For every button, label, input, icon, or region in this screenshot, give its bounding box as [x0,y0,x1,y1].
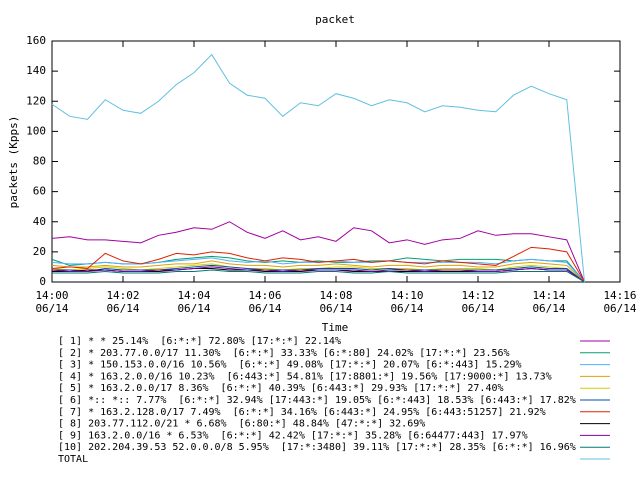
x-tick-label-line: 06/14 [248,302,281,315]
y-tick-label: 20 [33,245,46,258]
x-tick-label: 14:14 06/14 [532,289,565,315]
x-tick-label-line: 14:02 [106,289,139,302]
y-tick-label: 60 [33,185,46,198]
x-tick-label-line: 14:16 [603,289,636,302]
x-tick-label-line: 06/14 [106,302,139,315]
x-tick-label-line: 14:10 [390,289,423,302]
legend-label: [ 9] 163.2.0.0/16 * 6.53% [6:*:*] 42.42%… [58,430,528,441]
legend-label: [ 2] * 203.77.0.0/17 11.30% [6:*:*] 33.3… [58,348,510,359]
x-axis-label: Time [322,321,349,334]
x-tick-label: 14:00 06/14 [35,289,68,315]
series-line [52,264,585,283]
series-line [51,246,585,283]
x-tick-label-line: 06/14 [532,302,565,315]
series-line [51,260,585,283]
series-line [51,221,585,283]
x-tick-label: 14:06 06/14 [248,289,281,315]
x-tick-label-line: 06/14 [603,302,636,315]
y-tick-label: 100 [26,124,46,137]
plot-frame [51,40,621,283]
x-tick-label: 14:12 06/14 [461,289,494,315]
y-tick-label: 40 [33,215,46,228]
x-tick-label: 14:04 06/14 [177,289,210,315]
x-tick-label-line: 06/14 [319,302,352,315]
series-line [52,269,585,283]
y-axis-label: packets (Kpps) [7,116,20,209]
x-tick-label: 14:02 06/14 [106,289,139,315]
x-tick-label-line: 06/14 [177,302,210,315]
legend-label: [ 5] * 163.2.0.0/17 8.36% [6:*:*] 40.39%… [58,383,504,394]
x-tick-label-line: 14:08 [319,289,352,302]
x-tick-label-line: 14:04 [177,289,210,302]
y-tick-label: 140 [26,64,46,77]
legend-label: [ 8] 203.77.112.0/21 * 6.68% [6:80:*] 48… [58,419,425,430]
y-tick-label: 0 [39,275,46,288]
legend-label: [ 6] *:: *:: 7.77% [6:*:*] 32.94% [17:44… [58,395,576,406]
y-tick-label: 120 [26,94,46,107]
x-tick-label-line: 06/14 [35,302,68,315]
x-tick-label-line: 14:00 [35,289,68,302]
legend-label: [ 4] * 163.2.0.0/16 10.23% [6:443:*] 54.… [58,371,552,382]
x-tick-label-line: 06/14 [390,302,423,315]
chart-title: packet [315,13,355,26]
x-tick-label: 14:10 06/14 [390,289,423,315]
x-tick-label-line: 06/14 [461,302,494,315]
x-tick-label-line: 14:12 [461,289,494,302]
x-tick-label-line: 14:14 [532,289,565,302]
x-tick-label: 14:08 06/14 [319,289,352,315]
legend-label: [ 3] * 150.153.0.0/16 10.56% [6:*:*] 49.… [58,360,522,371]
legend-label: [10] 202.204.39.53 52.0.0.0/8 5.95% [17:… [58,442,576,453]
x-tick-label-line: 14:06 [248,289,281,302]
y-tick-label: 80 [33,155,46,168]
legend-label: [ 1] * * 25.14% [6:*:*] 72.80% [17:*:*] … [58,336,341,347]
series-line [51,53,585,283]
y-tick-label: 160 [26,34,46,47]
x-tick-label: 14:16 06/14 [603,289,636,315]
legend-label: [ 7] * 163.2.128.0/17 7.49% [6:*:*] 34.1… [58,407,546,418]
legend-label: TOTAL [58,454,88,465]
series-line [51,266,585,283]
